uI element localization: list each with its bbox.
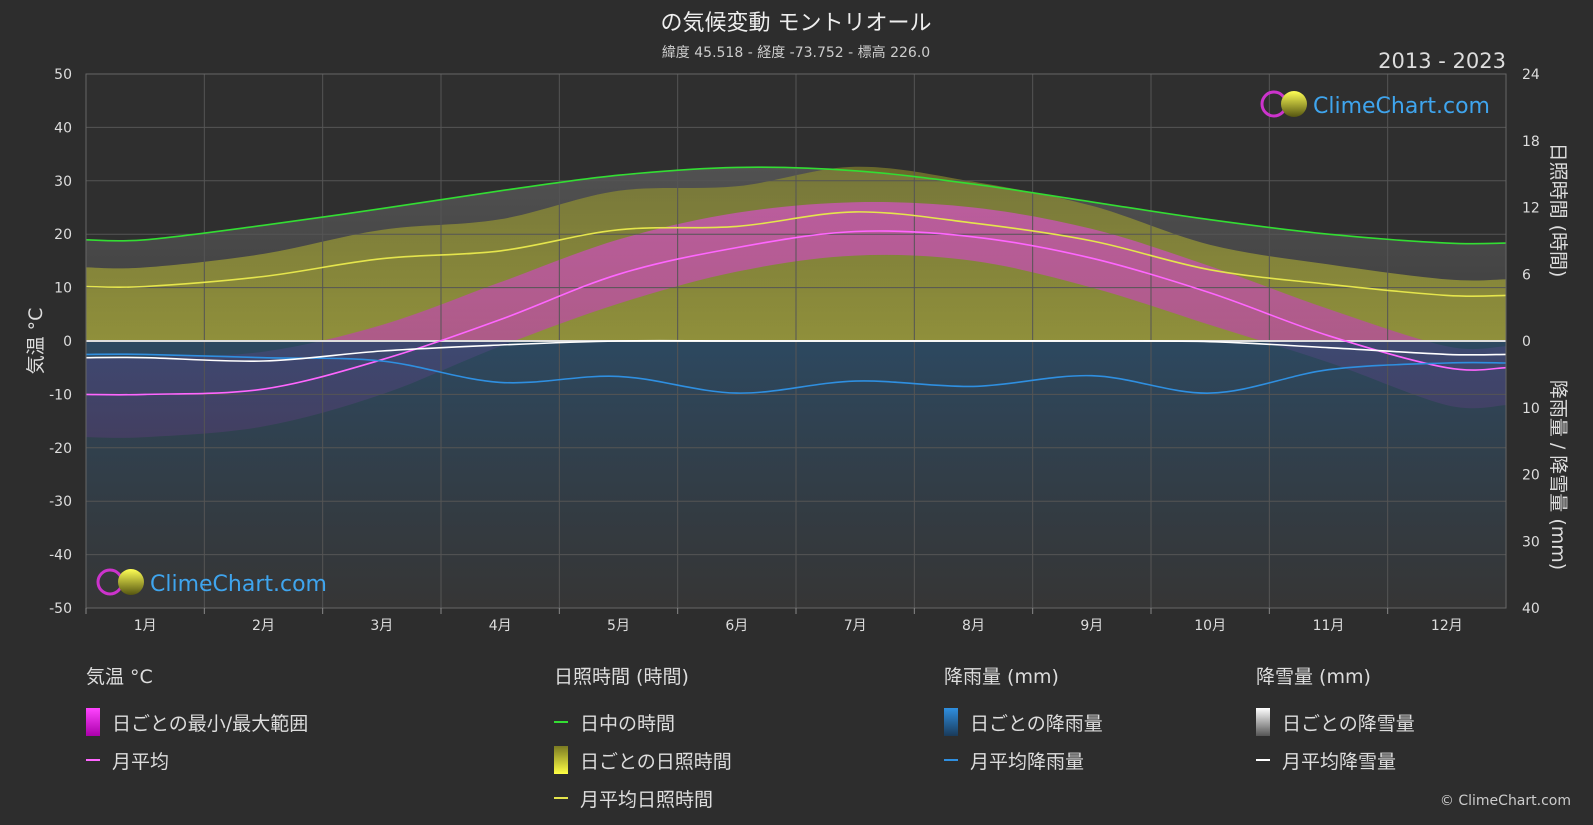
y-right-top-tick: 6 bbox=[1522, 267, 1531, 283]
y-left-tick: -50 bbox=[49, 601, 72, 617]
line-swatch-icon bbox=[1256, 759, 1270, 761]
legend-item: 日中の時間 bbox=[554, 703, 732, 741]
legend-label: 月平均降雪量 bbox=[1282, 750, 1397, 773]
legend-label: 日ごとの降雨量 bbox=[970, 712, 1103, 735]
x-tick-label: 7月 bbox=[844, 618, 867, 634]
legend-snow: 降雪量 (mm) 日ごとの降雪量 月平均降雪量 bbox=[1256, 662, 1415, 779]
legend-label: 月平均日照時間 bbox=[580, 788, 714, 811]
y-left-tick: 10 bbox=[54, 281, 72, 297]
y-left-tick: 0 bbox=[63, 334, 72, 350]
y-left-tick: 50 bbox=[54, 67, 72, 83]
x-tick-label: 4月 bbox=[489, 618, 512, 634]
x-tick-label: 6月 bbox=[725, 618, 748, 634]
legend-label: 月平均降雨量 bbox=[970, 750, 1085, 773]
y-right-bottom-tick: 30 bbox=[1522, 534, 1540, 550]
line-swatch-icon bbox=[86, 759, 100, 761]
legend-label: 日ごとの最小/最大範囲 bbox=[112, 712, 309, 735]
line-swatch-icon bbox=[944, 759, 958, 761]
range-swatch-icon bbox=[86, 708, 100, 736]
climechart-logo-bottom: ClimeChart.com bbox=[96, 568, 327, 597]
sunshine-avg-line bbox=[85, 211, 1507, 297]
series-lines bbox=[85, 166, 1507, 396]
x-tick-label: 3月 bbox=[370, 618, 393, 634]
logo-sun-icon bbox=[118, 569, 144, 595]
x-tick-label: 2月 bbox=[252, 618, 275, 634]
legend-item: 日ごとの最小/最大範囲 bbox=[86, 703, 308, 741]
legend-label: 月平均 bbox=[112, 750, 170, 773]
legend-item: 日ごとの降雪量 bbox=[1256, 703, 1415, 741]
legend-item: 月平均日照時間 bbox=[554, 779, 732, 817]
watermark-bottom: ClimeChart.com bbox=[150, 572, 327, 597]
logo-sun-icon bbox=[1281, 91, 1307, 117]
rain-swatch-icon bbox=[944, 708, 958, 736]
chart-subtitle: 緯度 45.518 - 経度 -73.752 - 標高 226.0 bbox=[662, 44, 930, 61]
climechart-logo-top: ClimeChart.com bbox=[1260, 90, 1490, 119]
legend-label: 日ごとの降雪量 bbox=[1282, 712, 1415, 735]
chart-title: の気候変動 モントリオール bbox=[661, 11, 932, 36]
y-right-top-tick: 24 bbox=[1522, 67, 1540, 83]
y-right-top-tick: 12 bbox=[1522, 201, 1540, 217]
legend-label: 日中の時間 bbox=[580, 712, 676, 735]
y-left-axis-label: 気温 °C bbox=[25, 308, 47, 375]
legend-temperature: 気温 °C 日ごとの最小/最大範囲 月平均 bbox=[86, 662, 308, 779]
x-tick-label: 1月 bbox=[134, 618, 157, 634]
sunshine-swatch-icon bbox=[554, 746, 568, 774]
legend-item: 月平均降雨量 bbox=[944, 741, 1103, 779]
legend-heading: 降雨量 (mm) bbox=[944, 666, 1059, 688]
x-tick-label: 10月 bbox=[1194, 618, 1226, 634]
line-swatch-icon bbox=[554, 721, 568, 723]
legend-item: 日ごとの日照時間 bbox=[554, 741, 732, 779]
y-left-tick: -30 bbox=[49, 494, 72, 510]
period-label: 2013 - 2023 bbox=[1378, 49, 1506, 73]
y-right-top-axis-label: 日照時間 (時間) bbox=[1547, 143, 1569, 278]
line-swatch-icon bbox=[554, 797, 568, 799]
watermark-top: ClimeChart.com bbox=[1313, 94, 1490, 119]
legend-sunshine: 日照時間 (時間) 日中の時間 日ごとの日照時間 月平均日照時間 bbox=[554, 662, 732, 817]
copyright: © ClimeChart.com bbox=[1439, 793, 1571, 809]
legend-heading: 日照時間 (時間) bbox=[554, 666, 689, 688]
legend-label: 日ごとの日照時間 bbox=[580, 750, 732, 773]
y-right-top-tick: 0 bbox=[1522, 334, 1531, 350]
x-tick-label: 8月 bbox=[962, 618, 985, 634]
temp-avg-line bbox=[85, 230, 1507, 396]
x-tick-label: 5月 bbox=[607, 618, 630, 634]
x-tick-label: 12月 bbox=[1431, 618, 1463, 634]
legend-rain: 降雨量 (mm) 日ごとの降雨量 月平均降雨量 bbox=[944, 662, 1103, 779]
y-right-top-tick: 18 bbox=[1522, 134, 1540, 150]
y-left-tick: 30 bbox=[54, 174, 72, 190]
y-left-tick: -10 bbox=[49, 387, 72, 403]
axes: 50 40 30 20 10 0 -10 -20 -30 -40 -50 24 18 12 6 0 10 20 30… bbox=[25, 67, 1569, 634]
snow-avg-line bbox=[85, 339, 1507, 362]
y-left-tick: 40 bbox=[54, 120, 72, 136]
y-right-bottom-tick: 10 bbox=[1522, 401, 1540, 417]
y-right-bottom-axis-label: 降雨量 / 降雪量 (mm) bbox=[1547, 380, 1569, 570]
x-tick-label: 11月 bbox=[1313, 618, 1345, 634]
legend-item: 日ごとの降雨量 bbox=[944, 703, 1103, 741]
legend-item: 月平均 bbox=[86, 741, 308, 779]
x-tick-label: 9月 bbox=[1080, 618, 1103, 634]
y-left-tick: -40 bbox=[49, 548, 72, 564]
daylight-line bbox=[85, 166, 1507, 245]
y-right-bottom-tick: 40 bbox=[1522, 601, 1540, 617]
legend-heading: 気温 °C bbox=[86, 666, 153, 688]
y-left-tick: 20 bbox=[54, 227, 72, 243]
legend-heading: 降雪量 (mm) bbox=[1256, 666, 1371, 688]
legend-item: 月平均降雪量 bbox=[1256, 741, 1415, 779]
y-right-bottom-tick: 20 bbox=[1522, 468, 1540, 484]
y-left-tick: -20 bbox=[49, 441, 72, 457]
snow-swatch-icon bbox=[1256, 708, 1270, 736]
